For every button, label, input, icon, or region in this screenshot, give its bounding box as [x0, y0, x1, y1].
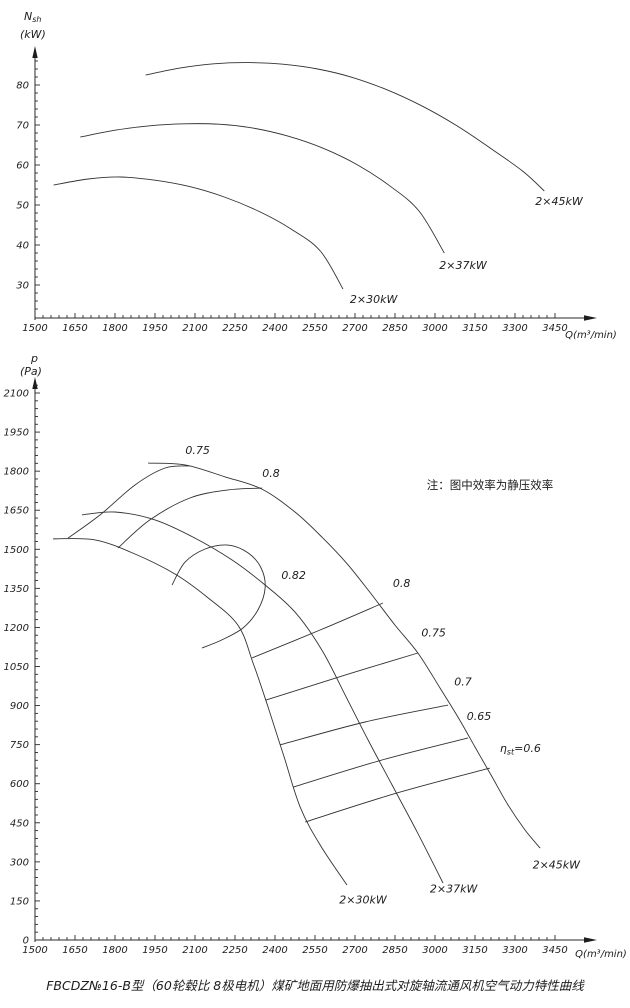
x-tick-label: 2550 — [302, 945, 327, 956]
contour-label-4: 0.75 — [421, 627, 446, 640]
y-tick-label: 70 — [16, 121, 29, 132]
x-tick-label: 2400 — [262, 323, 287, 334]
y-tick-label: 30 — [16, 281, 29, 292]
y-tick-label: 1050 — [4, 662, 29, 673]
x-tick-label: 1650 — [62, 323, 87, 334]
curve-label-2x45kW: 2×45kW — [533, 858, 582, 871]
y-tick-label: 1500 — [4, 545, 29, 556]
power-y-axis-name: Nsh — [24, 10, 41, 24]
pressure-plot-area: 1500 1650 1800 1950 2100 2250 2400 2550 2700 2850… — [4, 377, 627, 960]
efficiency-note: 注：图中效率为静压效率 — [427, 478, 554, 492]
pressure-chart: p (Pa) 注：图中效率为静压效率 1500 1650 1800 1950 2100 2… — [4, 352, 627, 960]
x-tick-label: 2250 — [222, 323, 247, 334]
contour-label-3: 0.8 — [393, 577, 411, 590]
y-tick-label: 60 — [16, 161, 29, 172]
power-y-axis-unit: (kW) — [20, 28, 46, 41]
curve-label-2x30kW: 2×30kW — [339, 894, 388, 907]
y-tick-label: 1650 — [4, 506, 29, 517]
x-tick-label: 1950 — [142, 945, 167, 956]
x-tick-label: 2100 — [182, 323, 207, 334]
y-tick-label: 2100 — [4, 389, 29, 400]
contour-0.82-2 — [171, 544, 266, 649]
x-tick-label: 3450 — [542, 323, 567, 334]
curve-label-2x45kW: 2×45kW — [535, 195, 584, 208]
x-tick-label: 3000 — [422, 945, 447, 956]
contour-label-6: 0.65 — [467, 710, 492, 723]
y-axis-arrow — [32, 377, 38, 389]
x-tick-label: 1500 — [22, 323, 47, 334]
contour-0.8-3 — [251, 602, 384, 659]
x-tick-label: 3450 — [542, 945, 567, 956]
contour-0.7-5 — [279, 704, 449, 746]
y-tick-label: 900 — [10, 701, 29, 712]
x-tick-label: 3150 — [462, 323, 487, 334]
x-tick-label: 3150 — [462, 945, 487, 956]
x-tick-label: 3300 — [502, 323, 527, 334]
x-tick-label: 2700 — [342, 323, 367, 334]
y-tick-label: 150 — [10, 896, 29, 907]
x-tick-label: 3000 — [422, 323, 447, 334]
x-tick-label: 3300 — [502, 945, 527, 956]
x-axis-label: Q(m³/min) — [565, 330, 617, 341]
contour-0.75-4 — [265, 652, 419, 701]
y-tick-label: 750 — [10, 740, 29, 751]
contour-0.75-0 — [67, 465, 190, 539]
pressure-y-axis-unit: (Pa) — [20, 365, 42, 378]
x-tick-label: 2100 — [182, 945, 207, 956]
power-plot-area: 1500 1650 1800 1950 2100 2250 2400 2550 2700 2850… — [16, 46, 617, 341]
x-tick-label: 2850 — [382, 323, 407, 334]
x-tick-label: 2400 — [262, 945, 287, 956]
x-axis-arrow — [584, 315, 597, 321]
x-tick-label: 1800 — [102, 945, 127, 956]
curve-2x45kW — [145, 62, 545, 192]
x-tick-label: 1500 — [22, 945, 47, 956]
y-tick-label: 1350 — [4, 584, 29, 595]
x-axis-arrow — [584, 937, 597, 943]
y-tick-label: 450 — [10, 818, 29, 829]
x-tick-label: 1650 — [62, 945, 87, 956]
y-tick-label: 300 — [10, 857, 29, 868]
y-tick-label: 1200 — [4, 623, 29, 634]
y-tick-label: 0 — [23, 936, 29, 947]
pressure-y-axis-name: p — [30, 352, 38, 365]
curve-2x30kW — [53, 176, 344, 290]
curve-label-2x30kW: 2×30kW — [350, 293, 399, 306]
curve-label-2x37kW: 2×37kW — [430, 883, 479, 896]
figure-caption: FBCDZ№16-B型（60轮毂比 8极电机）煤矿地面用防爆抽出式对旋轴流通风机… — [46, 978, 585, 993]
y-tick-label: 1800 — [4, 467, 29, 478]
contour-label-7: ηst=0.6 — [500, 742, 541, 757]
curve-2x37kW — [81, 511, 444, 884]
x-tick-label: 2850 — [382, 945, 407, 956]
contour-label-5: 0.7 — [454, 675, 472, 688]
curve-2x45kW — [148, 462, 541, 849]
y-tick-label: 40 — [16, 241, 29, 252]
contour-label-1: 0.8 — [262, 467, 280, 480]
y-axis-arrow — [32, 46, 38, 58]
contour-label-2: 0.82 — [281, 569, 306, 582]
y-tick-label: 1950 — [4, 428, 29, 439]
x-tick-label: 1950 — [142, 323, 167, 334]
x-tick-label: 2250 — [222, 945, 247, 956]
x-tick-label: 1800 — [102, 323, 127, 334]
y-tick-label: 80 — [16, 81, 29, 92]
contour-0.65-6 — [293, 737, 469, 788]
contour-0.8-1 — [117, 487, 262, 549]
contour-0.6-7 — [304, 767, 491, 823]
x-tick-label: 2550 — [302, 323, 327, 334]
y-tick-label: 600 — [10, 779, 29, 790]
power-chart: Nsh (kW) 1500 1650 1800 1950 2100 2250 2400 255… — [16, 10, 617, 341]
y-tick-label: 50 — [16, 201, 29, 212]
contour-label-0: 0.75 — [185, 444, 210, 457]
x-axis-label: Q(m³/min) — [575, 949, 627, 960]
curve-label-2x37kW: 2×37kW — [439, 259, 488, 272]
x-tick-label: 2700 — [342, 945, 367, 956]
curve-2x30kW — [53, 538, 348, 886]
curve-2x37kW — [80, 123, 445, 254]
